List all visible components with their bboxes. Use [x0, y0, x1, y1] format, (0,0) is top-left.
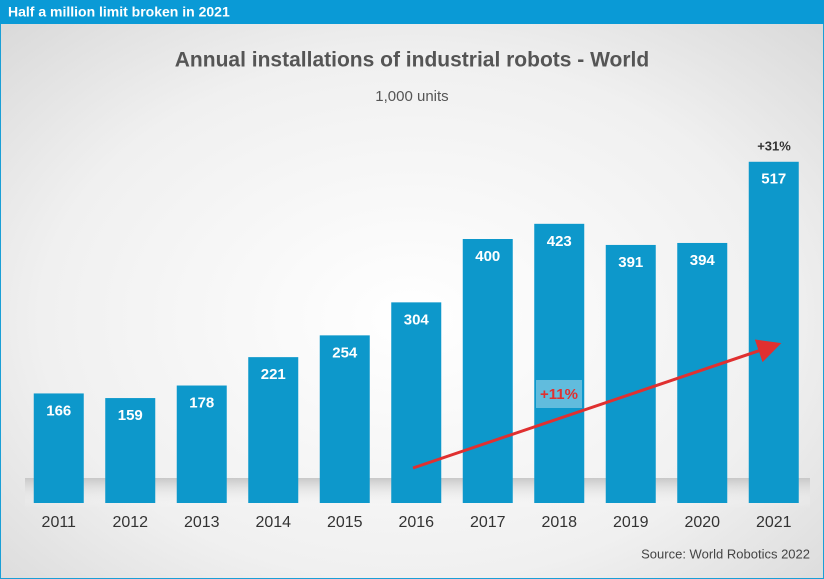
value-label: 178 — [189, 394, 214, 411]
value-label: 400 — [475, 248, 500, 265]
chart-title: Annual installations of industrial robot… — [175, 49, 649, 72]
value-label: 394 — [690, 252, 716, 269]
subtitle: 1,000 units — [375, 88, 448, 105]
trend-arrow — [412, 339, 782, 470]
x-tick-label: 2017 — [470, 514, 506, 531]
x-tick-label: 2013 — [184, 514, 220, 531]
value-label: 159 — [118, 407, 143, 424]
bar — [33, 393, 84, 503]
bar — [391, 302, 442, 503]
value-label: 221 — [261, 366, 286, 383]
bar — [105, 398, 156, 503]
x-tick-label: 2021 — [756, 514, 792, 531]
x-tick-label: 2019 — [613, 514, 649, 531]
value-label: 391 — [618, 254, 643, 271]
annotation: +31% — [757, 138, 791, 153]
bar — [748, 161, 799, 503]
x-tick-label: 2016 — [398, 514, 434, 531]
value-label: 166 — [46, 402, 71, 419]
x-tick-label: 2011 — [42, 514, 77, 531]
annotation: +11% — [540, 386, 578, 403]
value-label: 517 — [761, 171, 786, 188]
value-label: 304 — [404, 311, 430, 328]
banner-text: Half a million limit broken in 2021 — [8, 4, 230, 20]
bar — [534, 223, 585, 503]
x-tick-label: 2015 — [327, 514, 363, 531]
bar — [319, 335, 370, 503]
value-label: 254 — [332, 344, 358, 361]
bar — [462, 239, 513, 503]
bar — [176, 385, 227, 503]
x-tick-label: 2018 — [541, 514, 577, 531]
value-label: 423 — [547, 233, 572, 250]
x-tick-label: 2020 — [684, 514, 720, 531]
bar — [248, 357, 299, 503]
banner — [0, 0, 824, 24]
source: Source: World Robotics 2022 — [641, 546, 810, 561]
x-tick-label: 2014 — [255, 514, 291, 531]
annotation-box — [536, 380, 582, 408]
bar — [605, 244, 656, 503]
x-tick-label: 2012 — [112, 514, 148, 531]
bar — [677, 242, 728, 503]
